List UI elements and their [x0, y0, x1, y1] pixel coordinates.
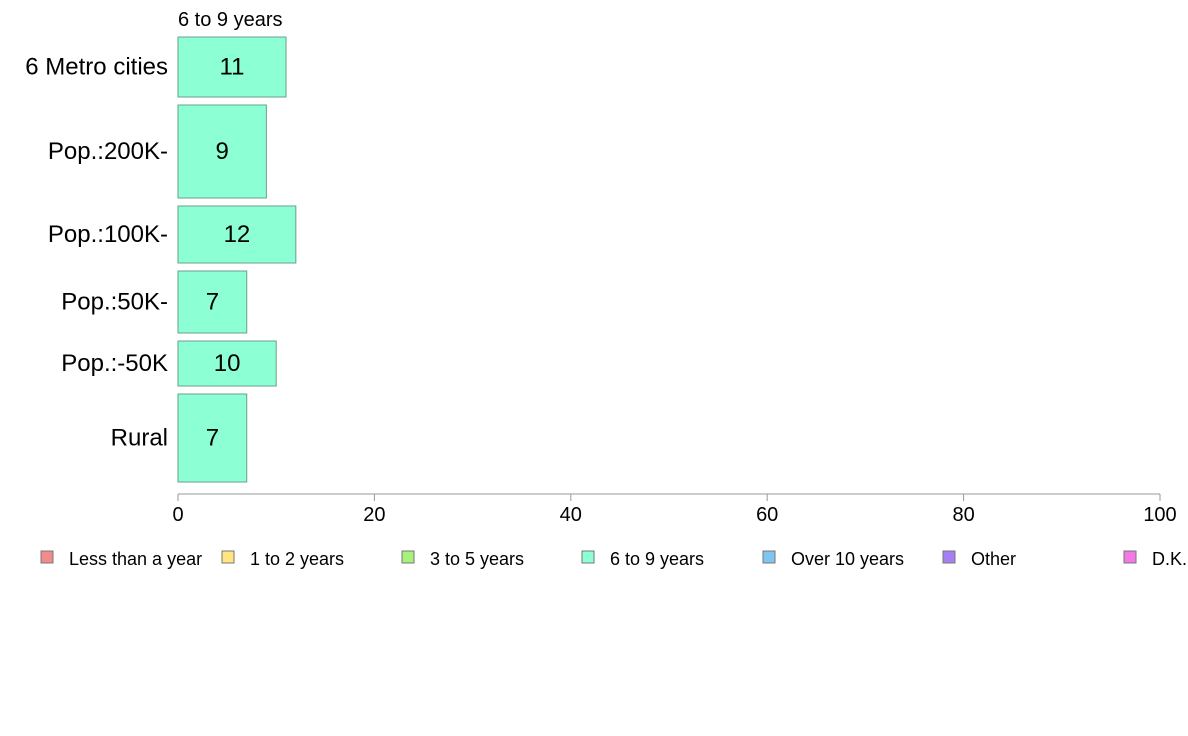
bar — [177, 393, 248, 483]
bar — [177, 104, 267, 199]
bar — [177, 36, 287, 98]
bar — [177, 205, 297, 264]
bar-value-label: 7 — [206, 425, 219, 452]
legend-label: Less than a year — [69, 549, 202, 569]
bar — [177, 270, 248, 334]
legend-label: 1 to 2 years — [250, 549, 344, 569]
legend-label: 3 to 5 years — [430, 549, 524, 569]
category-labels: 6 Metro cities Pop.:200K- Pop.:100K- Pop.:5… — [25, 54, 168, 452]
chart-title: 6 to 9 years — [178, 9, 283, 31]
legend-label: Other — [971, 549, 1016, 569]
x-tick-label: 100 — [1143, 504, 1176, 526]
legend-swatch — [1123, 550, 1137, 564]
bar-value-label: 9 — [216, 138, 229, 165]
bar — [177, 340, 277, 387]
category-label: Pop.:-50K — [61, 350, 168, 377]
x-tick-label: 60 — [756, 504, 778, 526]
legend: Less than a year 1 to 2 years 3 to 5 years… — [40, 549, 1187, 569]
category-label: Pop.:200K- — [48, 138, 168, 165]
legend-label: Over 10 years — [791, 549, 904, 569]
category-label: 6 Metro cities — [25, 54, 168, 81]
legend-swatch — [401, 550, 415, 564]
category-label: Pop.:100K- — [48, 221, 168, 248]
legend-label: 6 to 9 years — [610, 549, 704, 569]
legend-swatch — [581, 550, 595, 564]
bar-value-label: 7 — [206, 289, 219, 316]
legend-label: D.K. — [1152, 549, 1187, 569]
x-tick-label: 0 — [172, 504, 183, 526]
legend-swatch — [221, 550, 235, 564]
category-label: Pop.:50K- — [61, 289, 168, 316]
legend-swatch — [40, 550, 54, 564]
x-tick-label: 20 — [363, 504, 385, 526]
legend-swatch — [762, 550, 776, 564]
bar-value-label: 12 — [224, 221, 251, 248]
bars: 11 9 12 7 10 7 — [177, 36, 297, 483]
x-tick-label: 40 — [560, 504, 582, 526]
legend-swatch — [942, 550, 956, 564]
bar-value-label: 10 — [214, 350, 241, 377]
bar-value-label: 11 — [220, 54, 245, 81]
x-axis: 0 20 40 60 80 100 — [172, 493, 1177, 526]
x-tick-label: 80 — [952, 504, 974, 526]
category-label: Rural — [111, 425, 168, 452]
